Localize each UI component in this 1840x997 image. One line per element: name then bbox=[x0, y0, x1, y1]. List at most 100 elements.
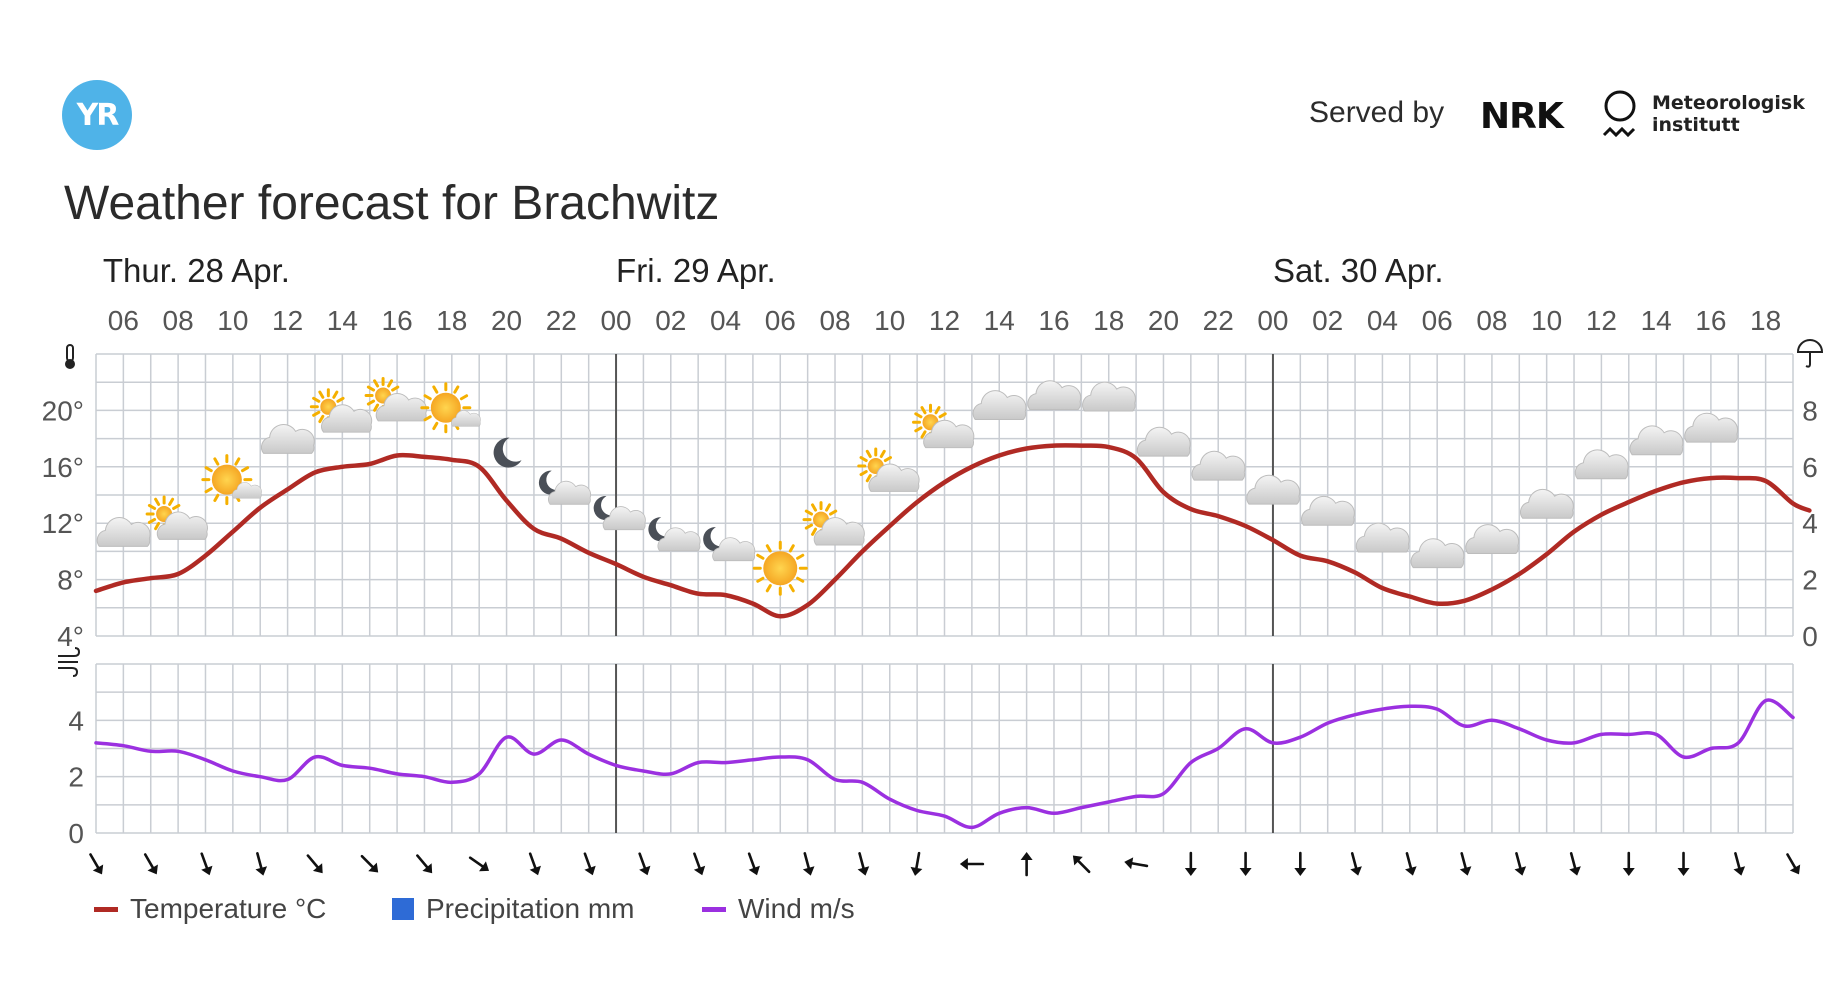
cloud-shape bbox=[1684, 412, 1739, 443]
umbrella-handle bbox=[1805, 352, 1811, 368]
cloud-shape bbox=[232, 482, 262, 499]
sun-ray bbox=[756, 553, 765, 560]
weather-symbol-fair-day bbox=[420, 382, 481, 434]
moon-icon bbox=[703, 527, 726, 552]
thermometer-stem bbox=[66, 344, 74, 362]
cloud-icon bbox=[712, 537, 756, 562]
sun-disc bbox=[211, 464, 242, 495]
cloud-icon bbox=[972, 390, 1027, 421]
moon-crescent bbox=[538, 470, 562, 495]
sun-ray bbox=[234, 457, 241, 466]
cloud-shape bbox=[1355, 522, 1410, 553]
moon-icon bbox=[538, 470, 562, 495]
umbrella-icon bbox=[1796, 339, 1824, 368]
sun-ray bbox=[154, 497, 161, 506]
wind-tick-label: 2 bbox=[68, 762, 84, 793]
sun-ray bbox=[213, 457, 220, 466]
wind-arrow-head bbox=[422, 863, 433, 874]
yr-logo[interactable]: YR bbox=[62, 80, 132, 150]
page-title: Weather forecast for Brachwitz bbox=[64, 177, 720, 230]
wind-direction-arrow bbox=[1622, 851, 1635, 876]
hour-tick-label: 08 bbox=[163, 305, 194, 336]
weather-symbol-cloudy bbox=[1136, 426, 1191, 457]
axis-icons bbox=[58, 339, 1824, 677]
wind-direction-arrow bbox=[1124, 857, 1149, 870]
cloud-shape bbox=[1027, 380, 1082, 411]
weather-symbol-cloudy bbox=[1465, 524, 1520, 554]
wind-direction-arrow bbox=[910, 851, 923, 876]
sun-ray bbox=[796, 576, 805, 583]
sun-ray bbox=[765, 584, 772, 593]
weather-symbol-partly-cloudy-day bbox=[309, 388, 373, 433]
wind-arrow-head bbox=[147, 864, 158, 875]
legend-swatch-wind bbox=[702, 906, 726, 912]
sun-ray bbox=[204, 487, 213, 494]
hour-tick-label: 14 bbox=[984, 305, 1015, 336]
hour-tick-label: 08 bbox=[819, 305, 850, 336]
hour-tick-label: 20 bbox=[1148, 305, 1179, 336]
wind-arrow-head bbox=[1020, 852, 1033, 860]
wind-direction-arrow bbox=[1072, 855, 1091, 874]
wind-arrow-head bbox=[1294, 868, 1307, 876]
hour-tick-label: 10 bbox=[217, 305, 248, 336]
cloud-icon bbox=[1246, 474, 1301, 505]
sun-ray bbox=[213, 493, 220, 502]
wind-arrow-head bbox=[1124, 857, 1134, 870]
wind-arrow-head bbox=[693, 865, 706, 876]
wind-direction-arrow bbox=[583, 852, 596, 876]
wind-arrow-head bbox=[857, 866, 870, 876]
hour-tick-label: 06 bbox=[765, 305, 796, 336]
wind-arrow-head bbox=[802, 866, 815, 876]
hour-tick-label: 12 bbox=[1586, 305, 1617, 336]
wind-direction-arrow bbox=[306, 854, 323, 874]
sun-ray bbox=[373, 403, 380, 412]
cloud-shape bbox=[1629, 425, 1684, 456]
wind-arrow-head bbox=[1677, 868, 1690, 876]
cloud-icon bbox=[1410, 538, 1465, 569]
wind-direction-arrow bbox=[143, 853, 158, 875]
sun-ray bbox=[883, 456, 892, 463]
cloud-shape bbox=[1520, 488, 1574, 519]
moon-icon bbox=[493, 437, 522, 468]
sun-ray bbox=[804, 509, 813, 516]
wind-arrow-head bbox=[1459, 866, 1472, 876]
hour-tick-label: 14 bbox=[1641, 305, 1672, 336]
legend-label-wind: Wind m/s bbox=[738, 893, 855, 924]
weather-symbol-fair-day bbox=[201, 454, 262, 506]
weather-symbol-cloudy bbox=[1355, 522, 1410, 553]
met-name-line1: Meteorologisk bbox=[1652, 92, 1805, 114]
cloud-icon bbox=[657, 527, 701, 552]
met-institute-name[interactable]: Meteorologisk institutt bbox=[1652, 92, 1805, 136]
sun-ray bbox=[865, 474, 872, 483]
cloud-shape bbox=[1465, 524, 1520, 554]
cloud-icon bbox=[232, 482, 262, 499]
weather-symbol-clear-night bbox=[493, 437, 522, 468]
precipitation-tick-label: 6 bbox=[1802, 452, 1818, 483]
moon-crescent bbox=[593, 496, 617, 521]
sun-ray bbox=[811, 527, 818, 536]
sun-ray bbox=[204, 466, 213, 473]
wind-arrow-head bbox=[584, 865, 596, 876]
sun-ray bbox=[391, 385, 400, 392]
weather-symbol-cloudy bbox=[1301, 495, 1355, 526]
moon-crescent bbox=[493, 437, 522, 468]
sun-ray bbox=[423, 415, 432, 422]
sun-ray bbox=[312, 396, 321, 403]
sun-ray bbox=[172, 503, 181, 510]
wind-arrow-head bbox=[1239, 868, 1252, 876]
wind-direction-arrow bbox=[693, 852, 706, 876]
wind-direction-arrow bbox=[200, 852, 213, 876]
cloud-icon bbox=[156, 511, 208, 540]
sun-ray bbox=[423, 394, 432, 401]
nrk-logo[interactable]: NRK bbox=[1480, 96, 1564, 137]
hour-tick-label: 02 bbox=[1312, 305, 1343, 336]
hour-tick-label: 06 bbox=[108, 305, 139, 336]
wind-direction-arrow bbox=[416, 854, 433, 874]
wind-direction-arrow bbox=[1294, 851, 1307, 876]
wind-series bbox=[94, 698, 1795, 830]
umbrella-canopy bbox=[1796, 339, 1824, 353]
weather-symbol-cloudy bbox=[1574, 449, 1629, 480]
cloud-shape bbox=[1574, 449, 1629, 480]
day-labels: Thur. 28 Apr. Fri. 29 Apr. Sat. 30 Apr. bbox=[103, 252, 1444, 289]
